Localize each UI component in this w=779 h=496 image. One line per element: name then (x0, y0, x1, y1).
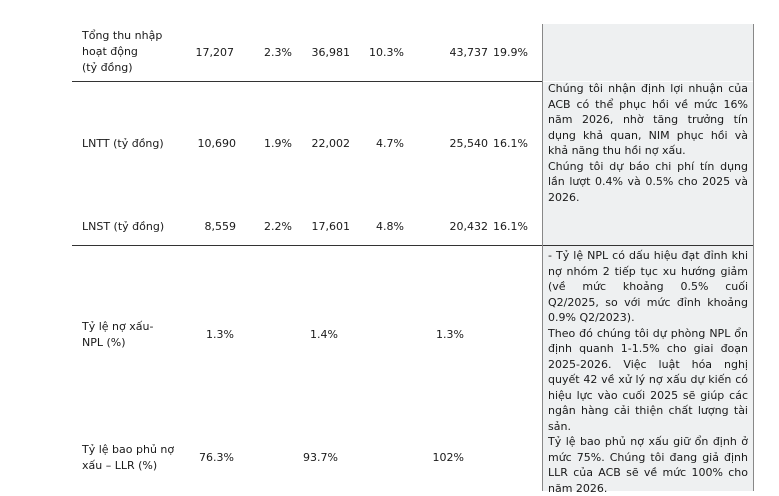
row-label-line: LNST (tỷ đồng) (82, 220, 165, 233)
row-label: LNST (tỷ đồng) (82, 219, 164, 235)
commentary-paragraph: Tỷ lệ bao phủ nợ xấu giữ ổn định ở mức 7… (548, 435, 748, 495)
growth-2026: 4.8% (376, 220, 404, 233)
value-2026: 36,981 (311, 46, 351, 59)
forecast-table: Tổng thu nhập hoạt động (tỷ đồng) 17,207… (72, 24, 754, 495)
commentary-paragraph: Theo đó chúng tôi dự phòng NPL ổn định q… (548, 326, 748, 433)
value-2025: 1.3% (206, 328, 234, 341)
value-2025: 8,559 (204, 220, 237, 233)
commentary-paragraph: - Tỷ lệ NPL có dấu hiệu đạt đỉnh khi nợ … (548, 249, 748, 324)
row-label-line: Tỷ lệ nợ xấu- (82, 320, 154, 333)
row-label-line: LNTT (tỷ đồng) (82, 137, 164, 150)
value-2025: 17,207 (195, 46, 235, 59)
row-label-line: hoạt động (82, 45, 138, 58)
value-2027: 25,540 (449, 137, 489, 150)
row-label: Tổng thu nhập hoạt động (tỷ đồng) (82, 28, 162, 76)
comment-cell-bg-top (542, 24, 754, 81)
growth-2026: 10.3% (369, 46, 404, 59)
comment-cell-bg-profit (542, 82, 754, 245)
row-label-line: (tỷ đồng) (82, 61, 133, 74)
row-label: LNTT (tỷ đồng) (82, 136, 164, 152)
growth-2026: 4.7% (376, 137, 404, 150)
growth-2027: 16.1% (493, 137, 528, 150)
value-2025: 76.3% (199, 451, 234, 464)
value-2025: 10,690 (197, 137, 237, 150)
value-2026: 1.4% (310, 328, 338, 341)
profit-commentary: Chúng tôi nhận định lợi nhuận của ACB có… (548, 81, 748, 205)
row-label-line: Tỷ lệ bao phủ nợ (82, 443, 175, 456)
comment-cell-bg-npl (542, 246, 754, 491)
asset-quality-commentary: - Tỷ lệ NPL có dấu hiệu đạt đỉnh khi nợ … (548, 248, 748, 496)
growth-2025: 1.9% (264, 137, 292, 150)
commentary-paragraph: Chúng tôi nhận định lợi nhuận của ACB có… (548, 82, 748, 157)
row-label: Tỷ lệ bao phủ nợ xấu – LLR (%) (82, 442, 174, 474)
growth-2025: 2.3% (264, 46, 292, 59)
column-divider (753, 24, 754, 491)
row-label: Tỷ lệ nợ xấu- NPL (%) (82, 319, 153, 351)
row-divider (72, 81, 542, 82)
growth-2027: 16.1% (493, 220, 528, 233)
row-divider (72, 245, 754, 246)
row-label-line: xấu – LLR (%) (82, 459, 158, 472)
row-label-line: Tổng thu nhập (82, 29, 163, 42)
growth-2027: 19.9% (493, 46, 528, 59)
value-2027: 1.3% (436, 328, 464, 341)
commentary-paragraph: Chúng tôi dự báo chi phí tín dụng lần lư… (548, 159, 748, 204)
growth-2025: 2.2% (264, 220, 292, 233)
value-2026: 17,601 (311, 220, 351, 233)
value-2027: 43,737 (449, 46, 489, 59)
value-2026: 93.7% (303, 451, 338, 464)
column-divider (542, 24, 543, 491)
value-2026: 22,002 (311, 137, 351, 150)
value-2027: 20,432 (449, 220, 489, 233)
value-2027: 102% (432, 451, 464, 464)
row-label-line: NPL (%) (82, 336, 126, 349)
